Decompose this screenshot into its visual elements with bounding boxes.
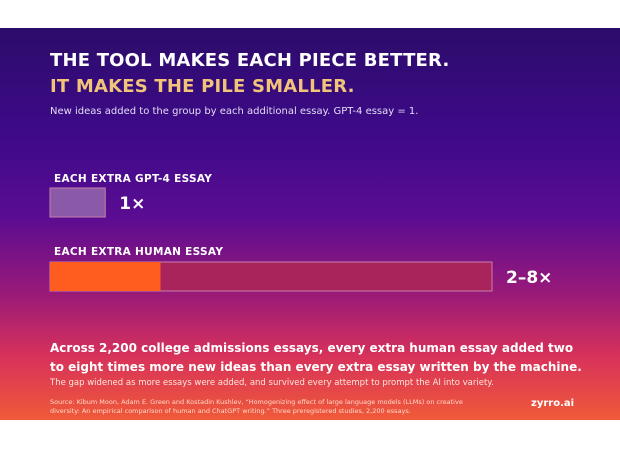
title-line-2: IT MAKES THE PILE SMALLER. <box>50 76 355 97</box>
source-text: Source: Kibum Moon, Adam E. Green and Ko… <box>50 398 463 415</box>
brand-logo: zyrro.ai <box>531 398 575 409</box>
category-label-human: EACH EXTRA HUMAN ESSAY <box>54 246 224 258</box>
title-line-1: THE TOOL MAKES EACH PIECE BETTER. <box>50 50 450 71</box>
value-label-human: 2–8× <box>506 268 552 288</box>
bar-human-min <box>50 262 161 291</box>
infographic-card: THE TOOL MAKES EACH PIECE BETTER. IT MAK… <box>0 28 620 420</box>
subtitle: New ideas added to the group by each add… <box>50 106 419 117</box>
note-text: The gap widened as more essays were adde… <box>50 378 494 388</box>
bar-gpt4 <box>49 187 106 218</box>
headline-text: Across 2,200 college admissions essays, … <box>50 341 582 374</box>
bar-chart: 1× 2–8× <box>49 187 552 292</box>
category-label-gpt: EACH EXTRA GPT-4 ESSAY <box>54 173 213 185</box>
value-label-gpt: 1× <box>119 194 145 214</box>
